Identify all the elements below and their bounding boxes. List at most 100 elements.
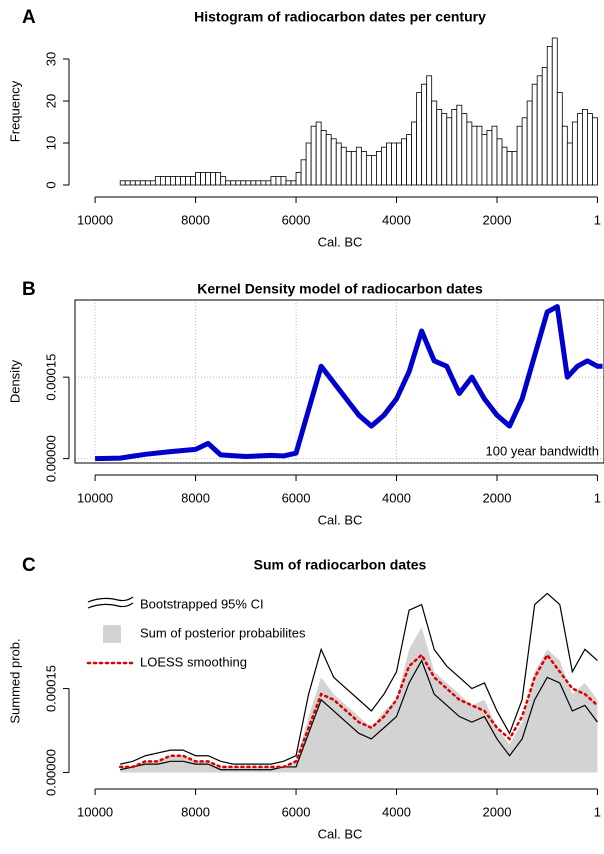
x-tick-label: 10000 <box>77 490 113 505</box>
bar <box>290 180 297 186</box>
bar <box>511 150 518 186</box>
bar <box>310 125 317 186</box>
chart-title: Sum of radiocarbon dates <box>254 557 427 573</box>
y-tick-label: 0 <box>43 181 58 188</box>
annotation: 100 year bandwidth <box>486 443 599 458</box>
x-tick-label: 8000 <box>181 490 210 505</box>
bar <box>129 180 136 186</box>
bar <box>496 138 503 186</box>
bar <box>190 176 196 186</box>
y-tick-label: 20 <box>43 94 58 108</box>
y-tick-label: 0.00000 <box>43 435 58 482</box>
bar <box>149 180 156 186</box>
bar <box>210 171 217 186</box>
x-tick-label: 4000 <box>382 804 411 819</box>
bar <box>476 125 483 186</box>
legend-icon <box>103 625 121 643</box>
bar <box>396 142 402 186</box>
bar <box>506 150 513 186</box>
bar <box>230 180 237 186</box>
bar <box>215 171 222 186</box>
bar <box>335 142 342 186</box>
bar <box>154 176 161 186</box>
bar <box>185 176 191 186</box>
bar <box>285 180 292 186</box>
bar <box>330 138 337 186</box>
x-tick-label: 2000 <box>483 490 512 505</box>
y-tick-label: 0.00000 <box>43 749 58 796</box>
bar <box>345 150 352 186</box>
x-tick-label: 6000 <box>282 804 311 819</box>
y-axis-label: Density <box>7 359 22 403</box>
bar <box>431 100 438 186</box>
bar <box>300 159 307 186</box>
bar <box>180 176 186 186</box>
bar <box>581 109 588 186</box>
bar <box>360 150 367 186</box>
bar <box>325 134 332 186</box>
y-tick-label: 10 <box>43 136 58 150</box>
bar <box>320 129 327 186</box>
x-tick-label: 1 <box>594 212 601 227</box>
density-line <box>95 304 603 462</box>
ci-line <box>120 659 598 771</box>
x-tick-label: 6000 <box>282 212 311 227</box>
x-axis-label: Cal. BC <box>318 512 363 527</box>
x-tick-label: 10000 <box>77 212 113 227</box>
x-axis-label: Cal. BC <box>318 234 363 249</box>
bar <box>220 176 227 186</box>
bar <box>235 180 242 186</box>
bar <box>526 100 533 186</box>
chart-title: Kernel Density model of radiocarbon date… <box>197 281 483 297</box>
bar <box>265 180 272 186</box>
bar <box>421 83 428 186</box>
x-tick-label: 6000 <box>282 490 311 505</box>
panel-label: A <box>22 7 36 28</box>
bar <box>160 176 166 186</box>
x-tick-label: 8000 <box>181 804 210 819</box>
bar <box>350 150 357 186</box>
y-tick-label: 0.00015 <box>43 354 58 401</box>
bar <box>315 121 322 186</box>
bar <box>401 138 407 186</box>
bar <box>521 117 528 186</box>
x-tick-label: 1 <box>594 490 601 505</box>
bar <box>170 176 176 186</box>
bar <box>280 176 287 186</box>
bar <box>275 176 282 186</box>
ci-line <box>120 592 598 765</box>
bar <box>406 134 412 186</box>
bar <box>456 104 463 186</box>
x-axis-label: Cal. BC <box>318 826 363 841</box>
bar <box>225 180 232 186</box>
legend-label: LOESS smoothing <box>140 654 247 669</box>
bar <box>416 92 423 186</box>
bar <box>546 46 553 186</box>
bar <box>386 142 392 186</box>
bar <box>441 113 448 186</box>
bar <box>240 180 247 186</box>
bar <box>260 180 267 186</box>
bar <box>571 121 578 186</box>
bar <box>592 117 598 186</box>
x-tick-label: 2000 <box>483 804 512 819</box>
loess-line <box>118 652 599 769</box>
bar <box>531 83 538 186</box>
legend-label: Bootstrapped 95% CI <box>140 596 264 611</box>
x-tick-label: 2000 <box>483 212 512 227</box>
bar <box>516 125 523 186</box>
bar <box>134 180 141 186</box>
bar <box>270 176 277 186</box>
bar <box>245 180 252 186</box>
bar <box>451 109 458 186</box>
y-axis-label: Summed prob. <box>7 638 22 723</box>
legend-icon <box>87 596 134 609</box>
panel-label: B <box>22 279 36 300</box>
plot-box <box>74 299 604 464</box>
bar <box>541 67 548 186</box>
x-tick-label: 4000 <box>382 490 411 505</box>
bar <box>491 125 498 186</box>
bar <box>355 146 362 186</box>
sum-area <box>120 626 598 773</box>
